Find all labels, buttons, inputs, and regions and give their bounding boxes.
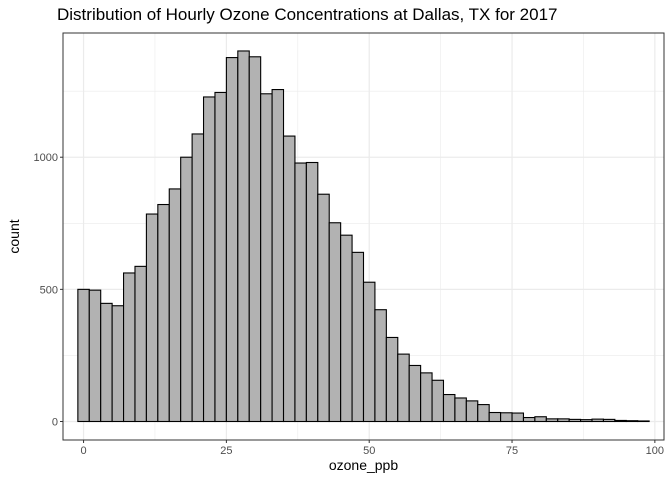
histogram-bar — [420, 372, 433, 423]
x-tick-label: 50 — [363, 445, 375, 457]
histogram-bar — [625, 420, 639, 423]
histogram-bar — [408, 364, 422, 423]
y-tick-label: 1000 — [34, 152, 58, 164]
histogram-bar — [248, 56, 262, 423]
histogram-bar — [545, 418, 559, 423]
histogram-bar — [362, 281, 376, 423]
histogram-bar — [157, 203, 170, 423]
histogram-bar — [614, 419, 627, 423]
histogram-bar — [351, 251, 365, 423]
histogram-bar — [305, 161, 319, 423]
histogram-bar — [111, 305, 125, 423]
histogram-bar — [134, 265, 147, 423]
histogram-bar — [123, 272, 136, 423]
y-tick-label: 0 — [52, 417, 58, 429]
chart-title: Distribution of Hourly Ozone Concentrati… — [57, 5, 558, 24]
histogram-bar — [591, 418, 604, 423]
x-tick-label: 75 — [506, 445, 518, 457]
x-axis-ticks: 0 25 50 75 100 — [81, 440, 664, 457]
histogram-bar — [568, 418, 582, 423]
histogram-bar — [397, 353, 410, 423]
histogram-bar — [340, 234, 353, 423]
histogram-bar — [557, 418, 570, 423]
histogram-bar — [328, 222, 342, 423]
histogram-bar — [637, 420, 650, 423]
histogram-bar — [442, 393, 456, 423]
histogram-bar — [534, 416, 547, 423]
histogram-bar — [602, 418, 616, 423]
histogram-bar — [100, 302, 113, 423]
panel-border — [62, 32, 665, 441]
histogram-bar — [237, 50, 250, 423]
x-tick-label: 0 — [81, 445, 87, 457]
histogram-bar — [488, 411, 502, 423]
histogram-bar — [191, 133, 205, 423]
histogram-bar — [294, 162, 307, 423]
histogram-bar — [374, 309, 387, 423]
histogram-bar — [88, 289, 102, 423]
histogram-bar — [465, 400, 479, 423]
histogram-bar — [168, 188, 182, 423]
histogram-bar — [180, 156, 193, 423]
histogram-bar — [271, 89, 285, 423]
y-axis-title: count — [6, 219, 22, 253]
histogram-bar — [282, 135, 296, 423]
histogram-bar — [214, 91, 227, 423]
histogram-bar — [522, 416, 536, 423]
histogram-bar — [225, 57, 239, 423]
histogram-bar — [511, 412, 525, 423]
y-axis-ticks: 0 500 1000 — [34, 152, 63, 429]
histogram-bar — [145, 213, 159, 423]
histogram-bar — [317, 193, 330, 423]
histogram-bar — [77, 288, 90, 423]
histogram-bar — [477, 404, 490, 423]
histogram-bar — [385, 336, 399, 423]
histogram-bar — [202, 96, 216, 423]
x-axis-title: ozone_ppb — [329, 457, 399, 473]
histogram-bar — [580, 419, 593, 423]
histogram-bar — [431, 379, 445, 423]
histogram-bar — [454, 397, 467, 423]
histogram-bars — [77, 50, 650, 423]
x-tick-label: 100 — [646, 445, 664, 457]
histogram-bar — [500, 412, 513, 423]
histogram-bar — [260, 93, 273, 423]
x-tick-label: 25 — [220, 445, 232, 457]
y-tick-label: 500 — [40, 284, 58, 296]
